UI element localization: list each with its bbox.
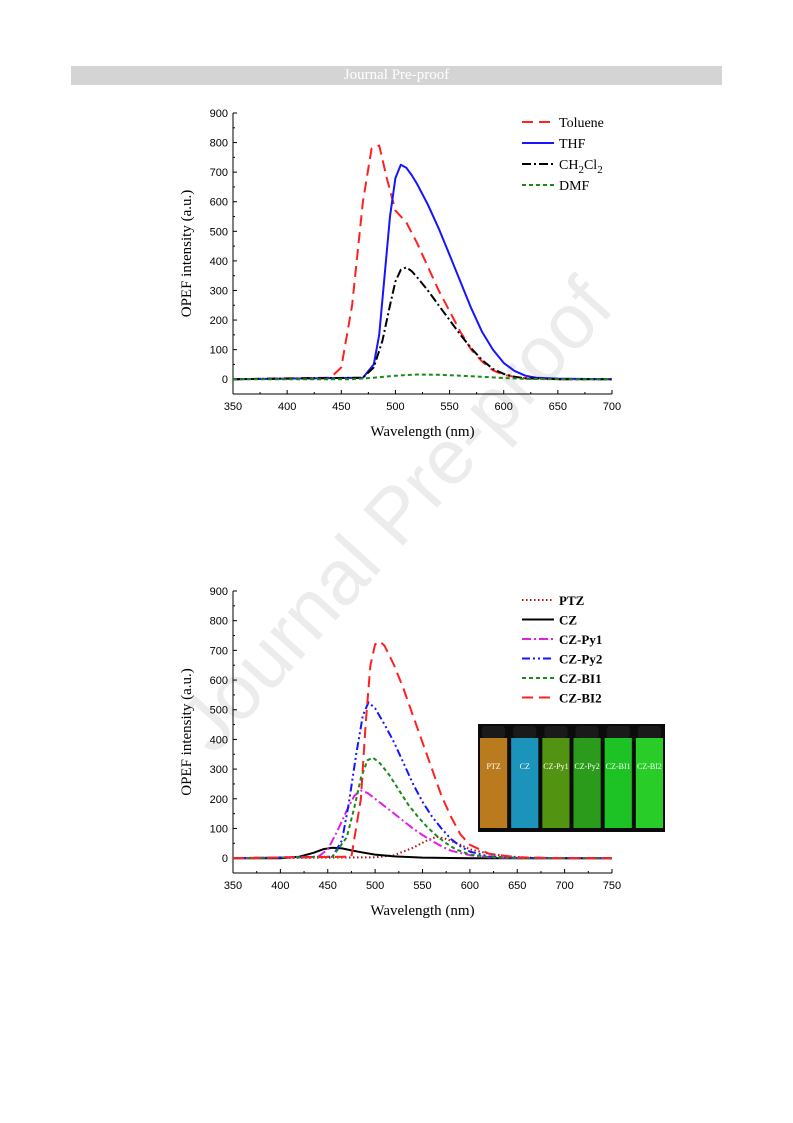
x-tick-label: 500 [366,880,384,892]
y-tick-label: 0 [222,853,228,865]
series-line-ptz [232,835,612,860]
vial [604,738,632,828]
vial [635,738,663,828]
y-tick-label: 100 [210,823,228,835]
vial-label: CZ-BI1 [606,762,631,771]
legend-label: THF [559,137,586,152]
vial-cap [575,726,599,738]
y-tick-label: 800 [210,616,228,628]
legend-label: Toluene [559,116,604,131]
y-axis-title: OPEF intensity (a.u.) [179,190,195,318]
x-tick-label: 600 [495,401,513,413]
x-tick-label: 350 [224,401,242,413]
journal-banner: Journal Pre-proof [71,66,722,85]
x-tick-label: 650 [549,401,567,413]
y-tick-label: 400 [210,734,228,746]
y-tick-label: 300 [210,285,228,297]
y-tick-label: 200 [210,794,228,806]
x-tick-label: 550 [413,880,431,892]
x-tick-label: 750 [603,880,621,892]
x-tick-label: 650 [508,880,526,892]
vial-cap [606,726,630,738]
vial-photo-inset: PTZ CZ CZ-Py1 CZ-Py2 CZ-BI1 CZ-BI2 [478,724,665,832]
series-line-ch2cl2 [232,266,612,381]
y-tick-label: 900 [210,586,228,598]
y-tick-label: 100 [210,345,228,357]
x-tick-label: 550 [440,401,458,413]
legend-label: PTZ [559,593,585,608]
legend: Toluene THF CH2Cl2 DMF [522,116,604,194]
vial-cap [513,726,537,738]
vial-cap [637,726,661,738]
x-tick-label: 700 [555,880,573,892]
y-tick-label: 600 [210,197,228,209]
x-tick-label: 600 [461,880,479,892]
vial-label: CZ [520,762,530,771]
series-line-dmf [233,373,612,381]
x-tick-label: 400 [278,401,296,413]
legend-label: CZ-BI2 [559,691,602,706]
chart-solvent-spectra: 0 100 200 300 400 500 600 700 800 900 350 400 450 500… [179,108,621,440]
vial [480,738,508,828]
vial-label: PTZ [486,762,500,771]
x-tick-label: 400 [271,880,289,892]
banner-text: Journal Pre-proof [343,67,450,83]
x-axis-title: Wavelength (nm) [370,903,474,919]
legend-label: CZ [559,613,577,628]
vial-label: CZ-Py2 [574,762,599,771]
x-tick-label: 450 [332,401,350,413]
series-line-toluene [232,144,612,381]
y-tick-label: 400 [210,256,228,268]
vial-cap [482,726,506,738]
x-tick-label: 450 [319,880,337,892]
y-tick-label: 200 [210,315,228,327]
legend-label: CZ-Py2 [559,652,602,667]
chart-compound-spectra: 0 100 200 300 400 500 600 700 800 900 350 400 450 500… [179,586,621,919]
x-tick-label: 700 [603,401,621,413]
vial-label: CZ-Py1 [543,762,568,771]
vial [511,738,539,828]
legend-label: DMF [559,179,590,194]
x-axis-title: Wavelength (nm) [370,424,474,440]
photo-background [478,724,665,832]
series-line-cz [233,846,612,860]
legend-label: CH2Cl2 [559,158,603,176]
series-line-thf [232,163,613,381]
vial [573,738,601,828]
series-line-cz-bi1 [232,756,612,860]
x-tick-label: 500 [386,401,404,413]
y-tick-label: 900 [210,108,228,120]
y-tick-label: 600 [210,675,228,687]
y-tick-label: 800 [210,138,228,150]
legend-label: CZ-BI1 [559,671,602,686]
y-tick-label: 700 [210,167,228,179]
series-line-cz-py1 [232,789,612,860]
y-axis-title: OPEF intensity (a.u.) [179,668,195,796]
legend-label: CZ-Py1 [559,632,602,647]
x-tick-label: 350 [224,880,242,892]
y-tick-label: 500 [210,705,228,717]
y-tick-label: 700 [210,645,228,657]
vial-label: CZ-BI2 [637,762,662,771]
y-tick-label: 0 [222,374,228,386]
legend: PTZ CZ CZ-Py1 CZ-Py2 CZ-BI1 CZ-BI2 [522,593,602,706]
series-line-cz-py2 [232,701,613,860]
vial-cap [544,726,568,738]
vial [542,738,570,828]
y-tick-label: 500 [210,226,228,238]
y-tick-label: 300 [210,764,228,776]
